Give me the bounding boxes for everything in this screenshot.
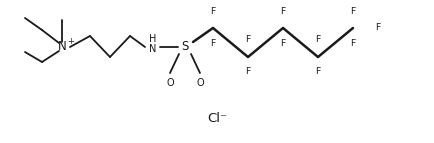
Text: +: + <box>68 36 75 45</box>
Text: N: N <box>149 44 157 54</box>
Text: F: F <box>316 35 321 44</box>
Text: F: F <box>350 38 355 47</box>
Text: O: O <box>166 78 174 88</box>
Text: Cl⁻: Cl⁻ <box>207 112 227 125</box>
Text: F: F <box>245 67 250 77</box>
Text: H: H <box>149 34 157 44</box>
Text: F: F <box>280 6 286 15</box>
Text: N: N <box>58 40 66 53</box>
Text: F: F <box>280 38 286 47</box>
Text: F: F <box>375 23 381 32</box>
Text: F: F <box>210 38 216 47</box>
Text: O: O <box>196 78 204 88</box>
Text: F: F <box>316 67 321 77</box>
Text: F: F <box>210 6 216 15</box>
Text: F: F <box>245 35 250 44</box>
Text: S: S <box>181 40 189 53</box>
Text: F: F <box>350 6 355 15</box>
